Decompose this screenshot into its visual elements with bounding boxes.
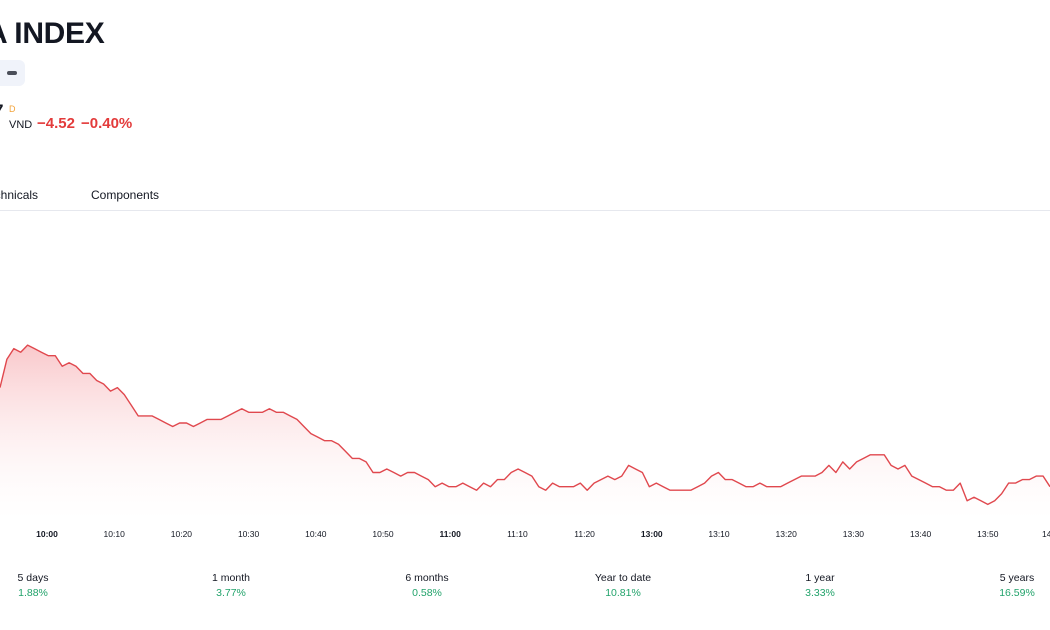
x-tick-label: 13:40 [910,529,932,539]
perf-value: 0.58% [412,587,442,599]
x-tick-label: 11:10 [507,529,528,539]
perf-label: 6 months [405,572,449,584]
perf-value: 16.59% [999,587,1035,599]
minus-icon [7,71,17,75]
x-tick-label: 14 [1042,529,1050,539]
perf-year-to-date[interactable]: Year to date 10.81% [583,572,663,599]
price-area-fill [0,345,1050,520]
perf-label: 5 days [17,572,49,584]
price-line [0,344,1050,506]
x-tick-label: 13:50 [977,529,999,539]
perf-5-years[interactable]: 5 years 16.59% [990,572,1044,599]
interval-badge: D [9,104,16,114]
x-tick-label: 10:50 [372,529,394,539]
x-tick-label: 13:00 [641,529,663,539]
price-chart[interactable]: 10:00 10:10 10:20 10:30 10:40 10:50 11:00 11:10… [0,210,1050,550]
perf-value: 3.33% [805,587,835,599]
perf-1-month[interactable]: 1 month 3.77% [201,572,261,599]
price-change: −4.52 −0.40% [37,115,132,132]
x-tick-label: 11:00 [440,529,462,539]
perf-label: Year to date [594,572,652,584]
x-tick-label: 11:20 [574,529,595,539]
perf-1-year[interactable]: 1 year 3.33% [795,572,845,599]
currency-label: VND [9,119,33,131]
perf-value: 1.88% [18,587,48,599]
index-title: A INDEX [0,17,105,50]
tab-bar: echnicals Components [0,184,1050,211]
price-chart-svg: 10:00 10:10 10:20 10:30 10:40 10:50 11:00 11:10… [0,344,1050,539]
tab-technicals[interactable]: echnicals [0,188,39,202]
performance-row: 5 days 1.88% 1 month 3.77% 6 months 0.58… [0,572,1050,612]
collapse-pill-button[interactable] [0,60,25,86]
x-tick-label: 10:10 [104,529,126,539]
perf-5-days[interactable]: 5 days 1.88% [10,572,56,599]
x-tick-label: 10:40 [305,529,327,539]
perf-label: 1 year [805,572,835,584]
perf-6-months[interactable]: 6 months 0.58% [394,572,460,599]
change-percent: −0.40% [80,115,133,132]
perf-label: 5 years [999,572,1035,584]
x-tick-label: 10:00 [36,529,58,539]
perf-value: 3.77% [216,587,246,599]
x-tick-label: 10:20 [171,529,193,539]
change-absolute: −4.52 [37,115,75,132]
x-tick-label: 10:30 [238,529,260,539]
tab-components[interactable]: Components [91,188,160,202]
x-tick-label: 13:10 [708,529,730,539]
perf-label: 1 month [212,572,250,584]
price-value: 7 [0,101,3,121]
perf-value: 10.81% [605,587,641,599]
x-tick-label: 13:20 [776,529,798,539]
x-tick-label: 13:30 [843,529,865,539]
